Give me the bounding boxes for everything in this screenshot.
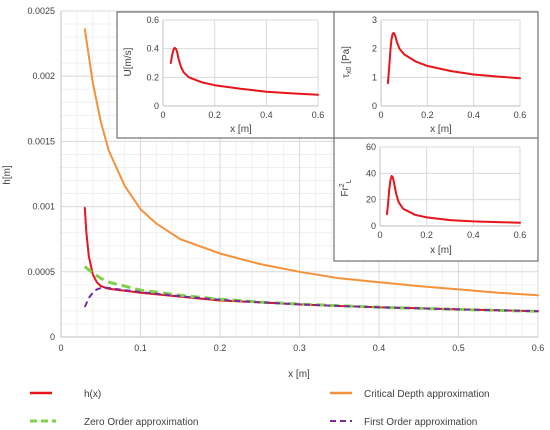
x-tick-label: 0.2 (208, 110, 221, 120)
legend-label-critical-depth: Critical Depth approximation (364, 389, 490, 400)
x-tick-label: 0.1 (134, 343, 147, 353)
x-tick-label: 0 (378, 110, 383, 120)
legend-label-zero-order: Zero Order approximation (84, 417, 199, 428)
y-tick-label: 2 (372, 44, 377, 54)
series-line-inset_tau-0 (386, 31, 521, 85)
x-tick-label: 0.4 (373, 343, 386, 353)
y-tick-label: 1 (372, 72, 377, 82)
y-tick-label: 0.002 (32, 71, 55, 81)
y-tick-label: 60 (366, 142, 376, 152)
x-tick-label: 0.6 (514, 110, 527, 120)
y-tick-label: 0.6 (146, 15, 159, 25)
y-tick-label: 3 (372, 15, 377, 25)
y-tick-label: 0 (154, 101, 159, 111)
y-tick-label: 0.0005 (27, 267, 55, 277)
inset-shear-x-axis-label: x [m] (430, 124, 452, 135)
legend-label-first-order: First Order approximation (364, 417, 477, 428)
x-tick-label: 0.4 (467, 230, 480, 240)
x-tick-label: 0.6 (532, 343, 545, 353)
x-tick-label: 0.3 (293, 343, 306, 353)
main-y-axis-label: h[m] (2, 165, 13, 185)
inset-velocity-y-axis-label: U[m/s] (123, 47, 134, 76)
x-tick-label: 0.2 (421, 110, 434, 120)
x-tick-label: 0.2 (214, 343, 227, 353)
y-tick-label: 0.4 (146, 44, 159, 54)
y-tick-label: 0.2 (146, 72, 159, 82)
y-tick-label: 0.0025 (27, 6, 55, 16)
x-tick-label: 0.5 (452, 343, 465, 353)
x-tick-label: 0.4 (260, 110, 273, 120)
legend-label-h: h(x) (84, 389, 101, 400)
y-tick-label: 0 (371, 221, 376, 231)
inset-frame (333, 11, 539, 139)
series-line-inset_u-0 (169, 46, 319, 96)
inset-froude-x-axis-label: x [m] (430, 245, 452, 256)
legend: h(x) Critical Depth approximation Zero O… (30, 389, 490, 428)
y-tick-label: 0.001 (32, 202, 55, 212)
inset-velocity-x-axis-label: x [m] (230, 124, 252, 135)
x-tick-label: 0.6 (514, 230, 527, 240)
y-tick-label: 0 (372, 101, 377, 111)
inset-chart-velocity: 0 0.2 0.4 0.6 0 0.2 0.4 0.6 (116, 11, 336, 139)
main-x-axis-label: x [m] (288, 369, 310, 380)
series-line-critical-depth-approximation (83, 28, 539, 297)
inset-froude-y-axis-label: Fr2L (339, 179, 353, 196)
series-line-first-order-approximation (83, 286, 539, 313)
inset-chart-shear-stress: 0 1 2 3 0 0.2 0.4 0.6 (333, 11, 539, 139)
x-tick-label: 0.4 (467, 110, 480, 120)
y-tick-label: 40 (366, 168, 376, 178)
y-tick-label: 20 (366, 195, 376, 205)
x-tick-label: 0 (377, 230, 382, 240)
y-tick-label: 0 (50, 332, 55, 342)
x-tick-label: 0 (58, 343, 63, 353)
inset-shear-y-axis-label: τx0 [Pa] (341, 46, 353, 78)
x-tick-label: 0 (160, 110, 165, 120)
inset-chart-froude: 0 20 40 60 0 0.2 0.4 0.6 (333, 137, 539, 262)
x-tick-label: 0.2 (420, 230, 433, 240)
y-tick-label: 0.0015 (27, 136, 55, 146)
x-tick-label: 0.6 (312, 110, 325, 120)
series-line-inset_fr-0 (386, 175, 521, 224)
